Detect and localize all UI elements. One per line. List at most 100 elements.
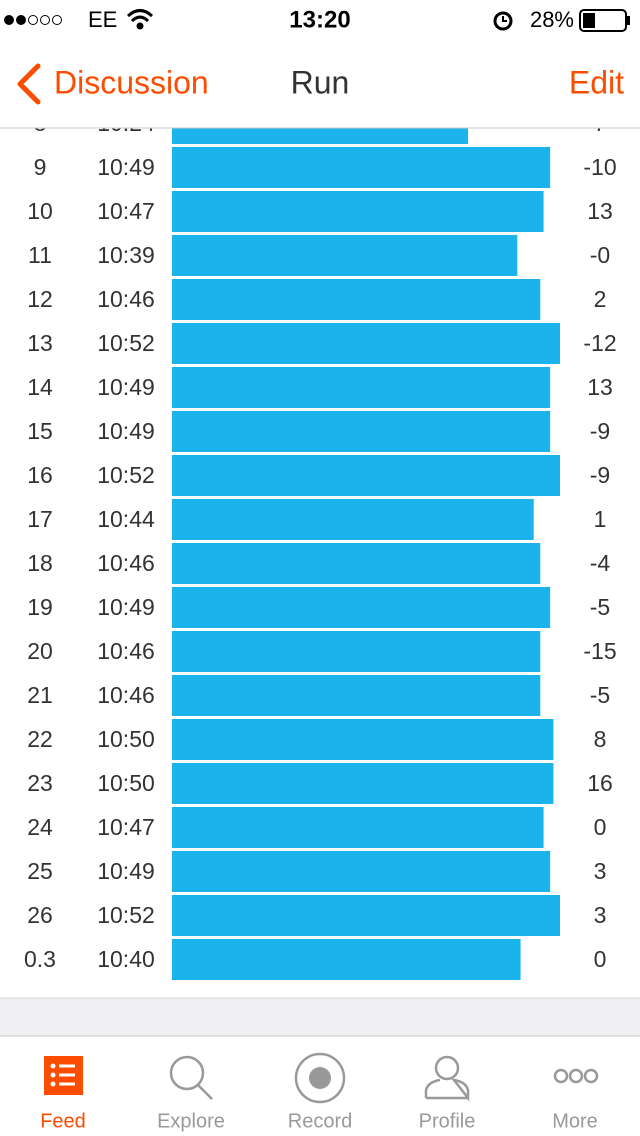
pace-bar: [172, 499, 534, 540]
split-pace: 10:49: [97, 154, 155, 180]
split-elevation: -5: [590, 682, 610, 708]
split-number: 24: [27, 814, 53, 840]
pace-bar: [172, 235, 518, 276]
split-elevation: -5: [590, 594, 610, 620]
pace-bar: [172, 895, 560, 936]
split-elevation: 13: [587, 198, 613, 224]
split-pace: 10:49: [97, 594, 155, 620]
split-elevation: -10: [583, 154, 616, 180]
split-elevation: 2: [594, 286, 607, 312]
pace-bar: [172, 587, 551, 628]
split-elevation: 0: [594, 814, 607, 840]
pace-bar: [172, 719, 554, 760]
wifi-icon: [126, 9, 154, 30]
split-pace: 10:50: [97, 726, 155, 752]
split-number: 25: [27, 858, 53, 884]
split-elevation: 1: [594, 506, 607, 532]
split-pace: 10:39: [97, 242, 155, 268]
split-number: 21: [27, 682, 53, 708]
split-elevation: -0: [590, 242, 610, 268]
list-footer: [0, 998, 640, 1036]
header: [0, 0, 640, 128]
split-number: 9: [34, 154, 47, 180]
split-elevation: -4: [590, 550, 611, 576]
split-pace: 10:52: [97, 462, 155, 488]
record-icon[interactable]: [294, 1052, 346, 1104]
split-number: 15: [27, 418, 53, 444]
split-elevation: 16: [587, 770, 613, 796]
pace-bar: [172, 191, 544, 232]
tab-label[interactable]: More: [552, 1110, 598, 1132]
split-number: 18: [27, 550, 53, 576]
pace-bar: [172, 455, 560, 496]
split-pace: 10:52: [97, 330, 155, 356]
split-elevation: 3: [594, 902, 607, 928]
pace-bar: [172, 147, 551, 188]
split-pace: 10:49: [97, 374, 155, 400]
split-pace: 10:44: [97, 506, 155, 532]
back-button[interactable]: Discussion: [54, 64, 209, 100]
split-number: 26: [27, 902, 53, 928]
split-pace: 10:49: [97, 858, 155, 884]
pace-bar: [172, 367, 551, 408]
tab-label[interactable]: Explore: [157, 1110, 225, 1132]
split-number: 14: [27, 374, 53, 400]
split-number: 16: [27, 462, 53, 488]
carrier: EE: [88, 7, 117, 32]
split-pace: 10:47: [97, 198, 155, 224]
split-number: 10: [27, 198, 53, 224]
split-pace: 10:46: [97, 638, 155, 664]
split-elevation: -9: [590, 418, 610, 444]
split-pace: 10:46: [97, 286, 155, 312]
pace-bar: [172, 411, 551, 452]
split-number: 17: [27, 506, 53, 532]
split-elevation: -12: [583, 330, 616, 356]
split-number: 19: [27, 594, 53, 620]
split-elevation: -15: [583, 638, 616, 664]
tab-label[interactable]: Record: [288, 1110, 352, 1132]
clock: 13:20: [289, 6, 350, 33]
feed-icon[interactable]: [44, 1056, 83, 1095]
split-pace: 10:47: [97, 814, 155, 840]
split-pace: 10:50: [97, 770, 155, 796]
more-icon[interactable]: [553, 1068, 599, 1084]
tabs: Feed Explore Record Profile More: [40, 1110, 598, 1132]
signal: [4, 15, 62, 25]
explore-icon[interactable]: [169, 1055, 213, 1100]
split-elevation: -9: [590, 462, 610, 488]
split-number: 20: [27, 638, 53, 664]
split-elevation: 3: [594, 858, 607, 884]
pace-bar: [172, 763, 554, 804]
split-pace: 10:46: [97, 682, 155, 708]
tab-label[interactable]: Profile: [419, 1110, 476, 1132]
split-pace: 10:49: [97, 418, 155, 444]
split-number: 12: [27, 286, 53, 312]
pace-bar: [172, 851, 551, 892]
split-pace: 10:52: [97, 902, 155, 928]
pace-bar: [172, 675, 541, 716]
pace-bar: [172, 807, 544, 848]
pace-bar: [172, 631, 541, 672]
edit-button[interactable]: Edit: [569, 64, 624, 100]
split-elevation: 8: [594, 726, 607, 752]
pace-bar: [172, 543, 541, 584]
split-number: 11: [28, 242, 52, 268]
split-number: 22: [27, 726, 53, 752]
alarm-icon: [493, 11, 513, 31]
back-chevron[interactable]: [17, 63, 41, 105]
split-number: 13: [27, 330, 53, 356]
split-number: 0.3: [24, 946, 56, 972]
profile-icon[interactable]: [424, 1055, 470, 1102]
battery-icon: [579, 9, 630, 32]
split-elevation: 13: [587, 374, 613, 400]
tab-label[interactable]: Feed: [40, 1110, 86, 1132]
pace-bar: [172, 939, 521, 980]
split-pace: 10:40: [97, 946, 155, 972]
split-pace: 10:46: [97, 550, 155, 576]
battery-percent: 28%: [530, 7, 574, 32]
pace-bar: [172, 279, 541, 320]
split-elevation: 0: [594, 946, 607, 972]
split-number: 23: [27, 770, 53, 796]
